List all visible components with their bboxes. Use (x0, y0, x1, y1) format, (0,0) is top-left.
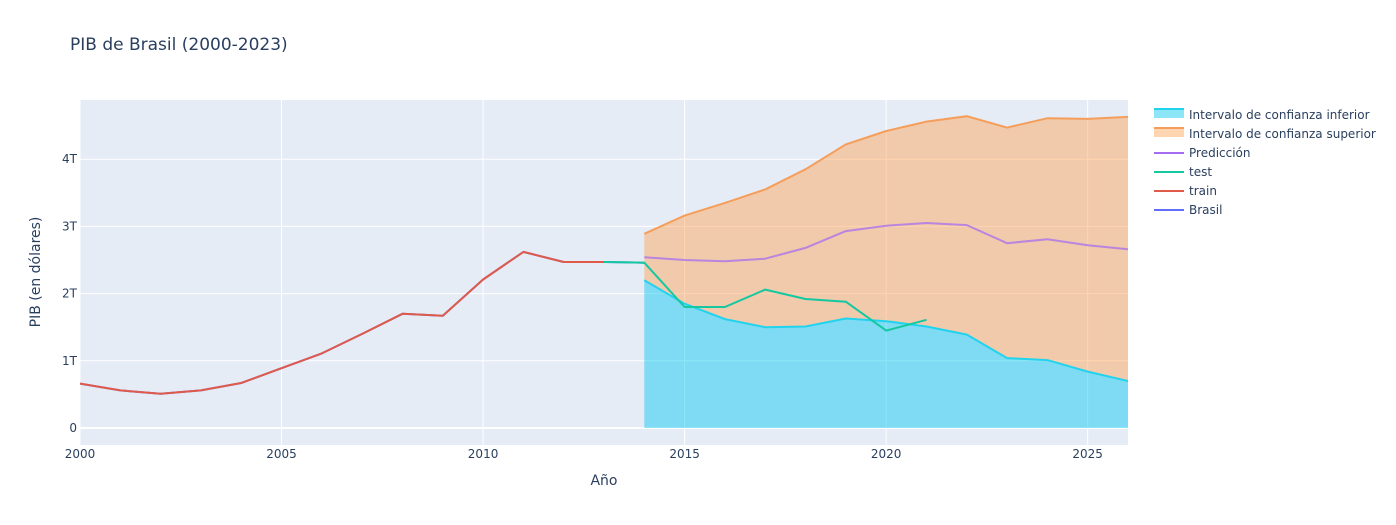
legend-item-brasil[interactable]: Brasil (1154, 203, 1222, 217)
x-tick-labels: 2000 2005 2010 2015 2020 2025 (65, 447, 1103, 461)
y-tick-label: 3T (62, 219, 78, 233)
x-tick-label: 2000 (65, 447, 96, 461)
x-tick-label: 2010 (468, 447, 499, 461)
legend-item-prediction[interactable]: Predicción (1154, 146, 1251, 160)
upper-band-area (644, 116, 1128, 381)
x-tick-label: 2020 (871, 447, 902, 461)
x-tick-label: 2015 (669, 447, 700, 461)
lower-band-line (643, 279, 1128, 382)
legend-label: Brasil (1189, 203, 1222, 217)
x-axis-title: Año (590, 473, 617, 489)
series-lines (80, 222, 1128, 395)
legend-label: test (1189, 165, 1212, 179)
series-line-test (603, 261, 927, 332)
legend-label: train (1189, 184, 1217, 198)
series-line-train (80, 250, 604, 395)
y-tick-label: 1T (62, 354, 78, 368)
legend-item-upper[interactable]: Intervalo de confianza superior (1154, 127, 1376, 141)
y-tick-label: 4T (62, 152, 78, 166)
series-line-prediccion (644, 222, 1128, 263)
legend-label: Intervalo de confianza superior (1189, 127, 1376, 141)
legend-item-test[interactable]: test (1154, 165, 1212, 179)
upper-band-line (643, 115, 1128, 235)
y-tick-label: 0 (69, 421, 77, 435)
legend-item-lower[interactable]: Intervalo de confianza inferior (1154, 108, 1370, 122)
grid-lines (79, 100, 1128, 445)
x-tick-label: 2005 (266, 447, 297, 461)
chart-title: PIB de Brasil (2000-2023) (70, 35, 288, 55)
confidence-bands (643, 115, 1128, 428)
legend-label: Predicción (1189, 146, 1251, 160)
y-axis-title: PIB (en dólares) (28, 217, 44, 328)
plot-area (80, 100, 1128, 445)
legend-swatch (1154, 128, 1184, 137)
x-tick-label: 2025 (1072, 447, 1103, 461)
lower-band-area (644, 280, 1128, 428)
legend[interactable]: Intervalo de confianza inferior Intervalo… (1154, 108, 1376, 217)
y-tick-label: 2T (62, 287, 78, 301)
legend-swatch (1154, 109, 1184, 118)
legend-item-train[interactable]: train (1154, 184, 1217, 198)
legend-label: Intervalo de confianza inferior (1189, 108, 1370, 122)
y-tick-labels: 0 1T 2T 3T 4T (62, 152, 78, 435)
